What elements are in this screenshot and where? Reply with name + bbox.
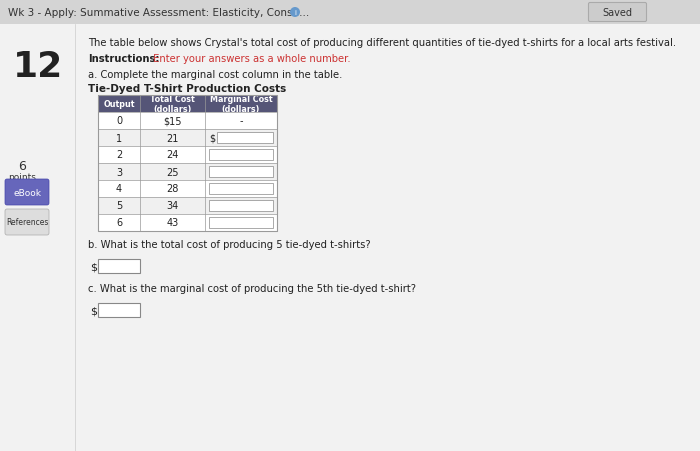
Bar <box>98 147 277 164</box>
Bar <box>98 259 140 273</box>
Text: 25: 25 <box>167 167 178 177</box>
Text: i: i <box>294 10 296 16</box>
FancyBboxPatch shape <box>5 210 49 235</box>
Text: 24: 24 <box>167 150 178 160</box>
FancyBboxPatch shape <box>589 4 647 23</box>
Text: 3: 3 <box>116 167 122 177</box>
Text: Tie-Dyed T-Shirt Production Costs: Tie-Dyed T-Shirt Production Costs <box>88 84 286 94</box>
Bar <box>209 150 273 161</box>
Text: 34: 34 <box>167 201 178 211</box>
Text: 5: 5 <box>116 201 122 211</box>
Text: $: $ <box>90 305 97 315</box>
Text: c. What is the marginal cost of producing the 5th tie-dyed t-shirt?: c. What is the marginal cost of producin… <box>88 283 416 293</box>
Bar <box>209 166 273 178</box>
Bar <box>98 96 277 113</box>
Circle shape <box>290 8 300 18</box>
Bar <box>0 0 700 25</box>
Bar <box>98 180 277 198</box>
Text: Wk 3 - Apply: Summative Assessment: Elasticity, Consu...: Wk 3 - Apply: Summative Assessment: Elas… <box>8 8 309 18</box>
Text: 21: 21 <box>167 133 178 143</box>
Text: a. Complete the marginal cost column in the table.: a. Complete the marginal cost column in … <box>88 70 342 80</box>
Text: 1: 1 <box>116 133 122 143</box>
Bar <box>209 217 273 229</box>
Text: 28: 28 <box>167 184 178 194</box>
Text: b. What is the total cost of producing 5 tie-dyed t-shirts?: b. What is the total cost of producing 5… <box>88 239 370 249</box>
Text: 6: 6 <box>116 218 122 228</box>
Text: Enter your answers as a whole number.: Enter your answers as a whole number. <box>150 54 351 64</box>
Bar <box>98 96 277 231</box>
Bar <box>98 215 277 231</box>
Text: Total Cost
(dollars): Total Cost (dollars) <box>150 95 195 114</box>
Bar <box>217 133 273 144</box>
Text: 4: 4 <box>116 184 122 194</box>
Text: $: $ <box>209 133 215 143</box>
Text: points: points <box>8 173 36 182</box>
Text: $: $ <box>90 262 97 272</box>
FancyBboxPatch shape <box>5 179 49 206</box>
Bar <box>209 201 273 212</box>
Text: The table below shows Crystal's total cost of producing different quantities of : The table below shows Crystal's total co… <box>88 38 676 48</box>
Text: eBook: eBook <box>13 188 41 197</box>
Bar <box>98 164 277 180</box>
Text: 6: 6 <box>18 160 26 173</box>
Text: Saved: Saved <box>602 8 632 18</box>
Text: Instructions:: Instructions: <box>88 54 160 64</box>
Bar <box>209 184 273 194</box>
Text: -: - <box>239 116 243 126</box>
Text: Output: Output <box>104 100 134 109</box>
Bar <box>98 113 277 130</box>
Text: $15: $15 <box>163 116 182 126</box>
Text: References: References <box>6 218 48 227</box>
Bar <box>98 130 277 147</box>
Text: 2: 2 <box>116 150 122 160</box>
Text: 0: 0 <box>116 116 122 126</box>
Bar <box>98 304 140 318</box>
Text: 43: 43 <box>167 218 178 228</box>
Text: Marginal Cost
(dollars): Marginal Cost (dollars) <box>210 95 272 114</box>
Text: 12: 12 <box>13 50 63 84</box>
Bar <box>98 198 277 215</box>
